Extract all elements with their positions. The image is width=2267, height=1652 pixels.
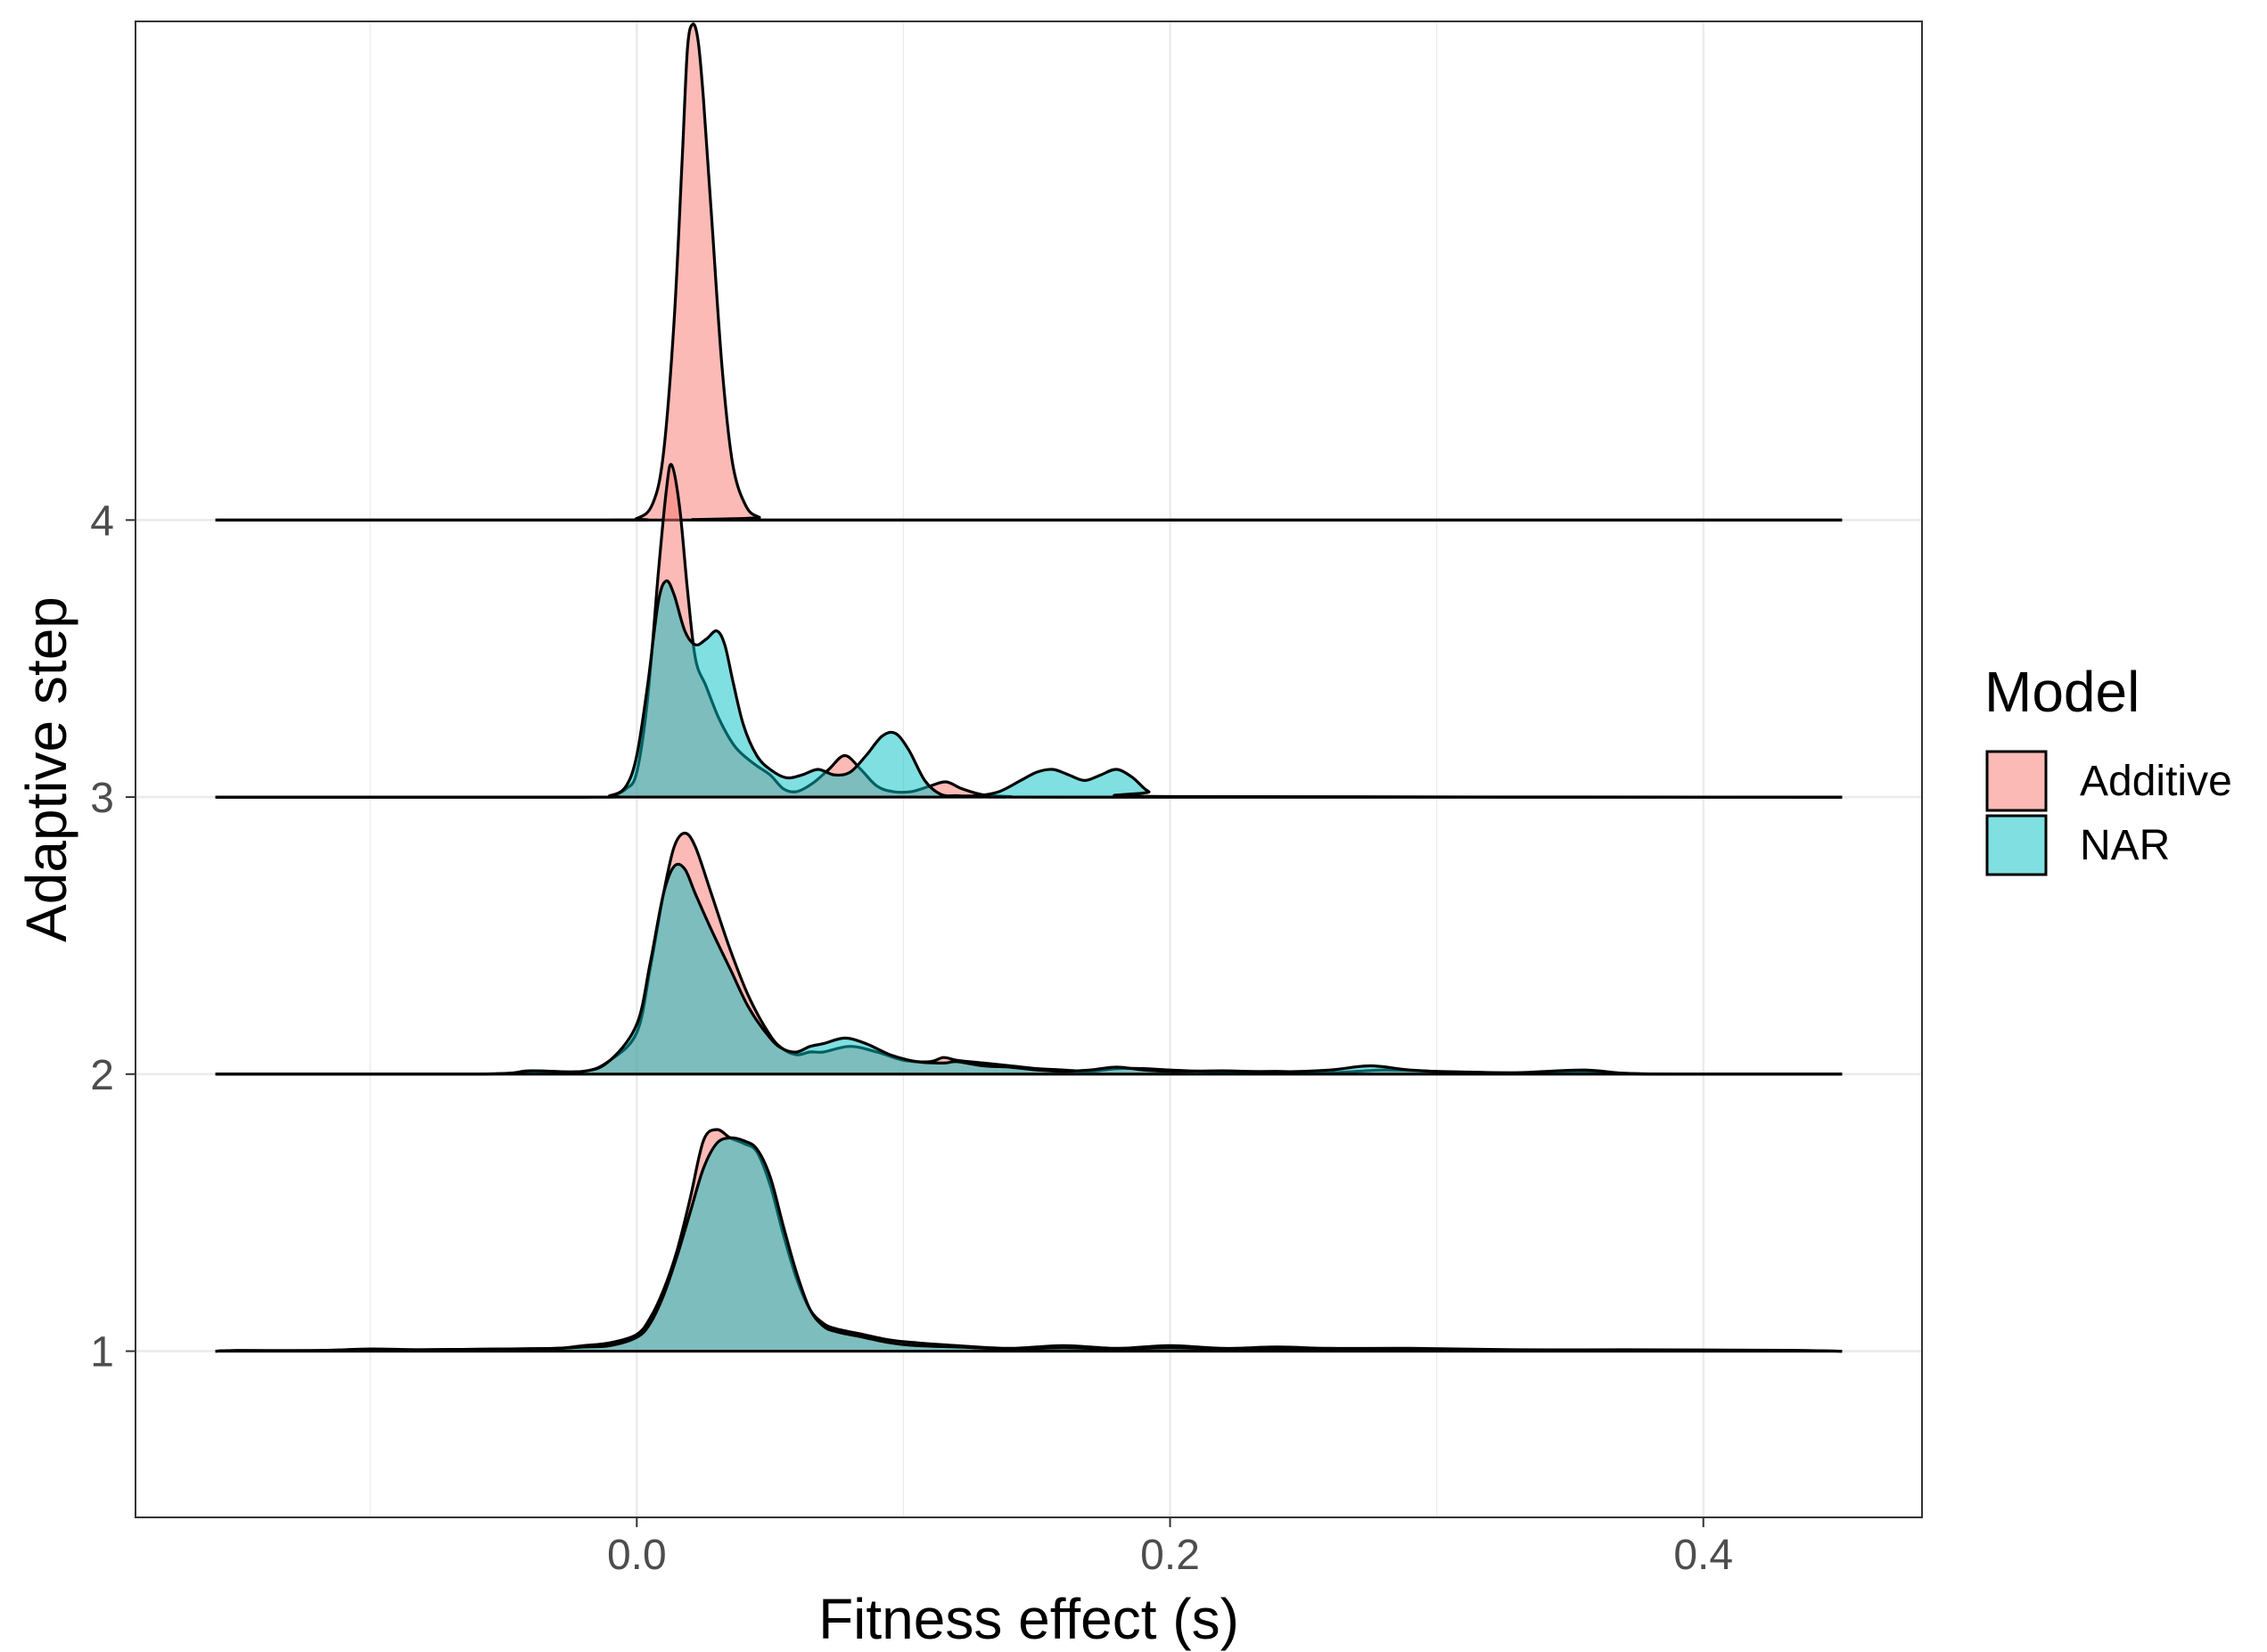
legend-entry-additive: Additive — [1985, 750, 2232, 812]
x-tick-label: 0.4 — [1673, 1532, 1733, 1579]
y-tick-label: 4 — [90, 497, 114, 545]
ridge-step-4 — [215, 22, 1843, 522]
x-tick-label: 0.2 — [1140, 1532, 1200, 1579]
legend-entry-nar: NAR — [1985, 814, 2170, 876]
density-ridges — [215, 22, 1843, 1353]
legend: Model Additive NAR — [1984, 660, 2232, 876]
density-line-nar — [215, 1136, 1843, 1353]
y-tick-label: 3 — [90, 775, 114, 822]
y-axis-title: Adaptive step — [14, 596, 78, 942]
x-axis: 0.0 0.2 0.4 — [607, 1517, 1733, 1579]
legend-entries: Additive NAR — [1985, 750, 2232, 876]
y-tick-label: 1 — [90, 1329, 114, 1377]
ridge-step-1 — [215, 1128, 1843, 1353]
ridge-step-2 — [215, 831, 1843, 1076]
x-tick-label: 0.0 — [607, 1532, 667, 1579]
y-axis: 1 2 3 4 — [90, 497, 136, 1377]
plot-background — [136, 21, 1922, 1517]
ridge-step-3 — [215, 463, 1843, 799]
plot-panel-border — [135, 21, 1923, 1518]
legend-label: Additive — [2080, 758, 2232, 805]
density-line-nar — [215, 579, 1843, 799]
density-line-nar — [215, 862, 1843, 1076]
legend-title: Model — [1984, 660, 2140, 724]
x-axis-title: Fitness effect (s) — [818, 1587, 1239, 1651]
legend-swatch-additive — [1985, 750, 2048, 812]
legend-swatch-nar — [1985, 814, 2048, 876]
y-tick-label: 2 — [90, 1052, 114, 1099]
legend-label: NAR — [2080, 822, 2170, 869]
